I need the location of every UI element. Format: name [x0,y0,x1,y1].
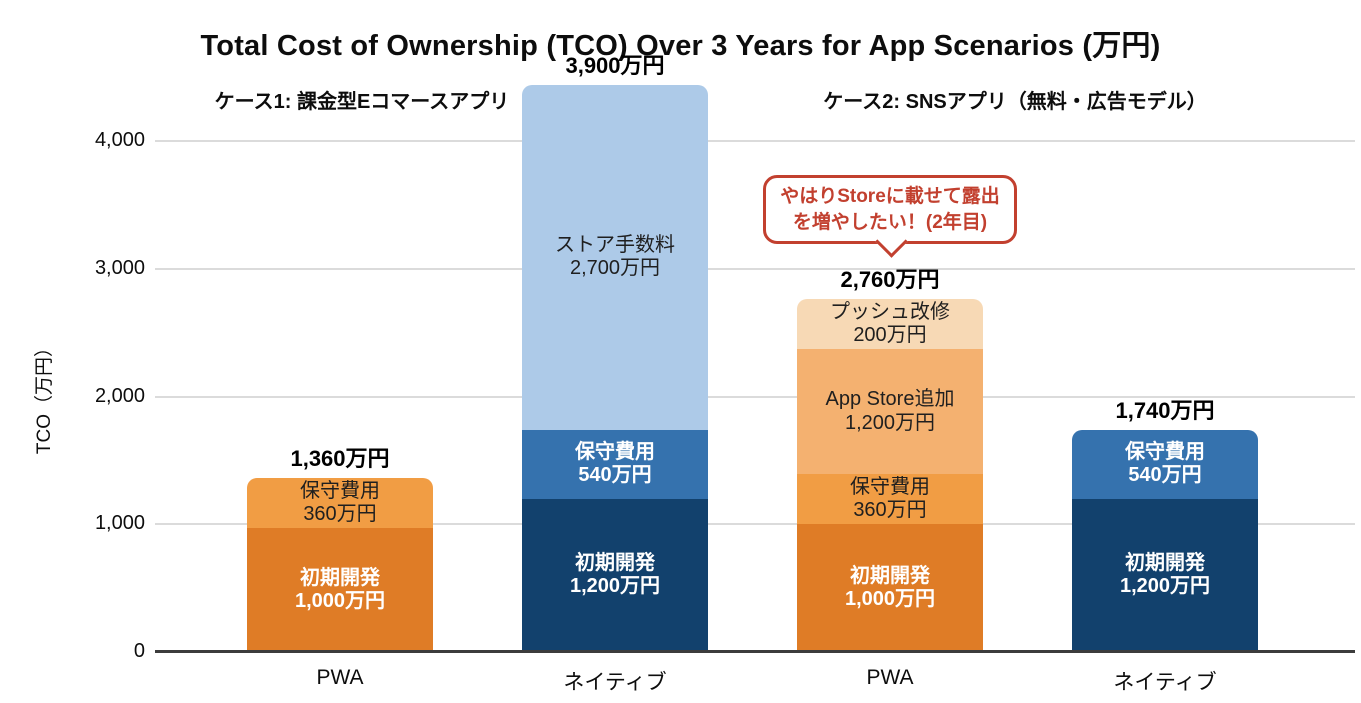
bar-segment-label: 保守費用 540万円 [575,441,655,488]
gridline [155,267,1355,270]
segment-name: 初期開発 [575,551,655,574]
segment-value: 1,200万円 [1119,575,1211,598]
segment-value: 540万円 [578,464,652,487]
bar-segment: 保守費用 360万円 [797,474,983,525]
bar-total-label: 3,900万円 [565,52,665,78]
bar-segment: 初期開発 1,000万円 [797,524,983,652]
bar-segment-label: 保守費用 360万円 [850,476,930,523]
y-tick-label: 4,000 [94,129,145,151]
bar-segment-label: App Store追加 1,200万円 [826,388,955,435]
gridline [155,140,1355,142]
bar-total-label: 1,740万円 [1115,397,1215,423]
bar-segment: 初期開発 1,200万円 [1072,498,1258,652]
segment-value: 2,700万円 [569,257,661,280]
segment-name: プッシュ改修 [830,300,950,323]
bar-segment: App Store追加 1,200万円 [797,349,983,475]
segment-name: 保守費用 [575,440,655,463]
segment-name: 保守費用 [1125,440,1205,463]
bar-segment-label: ストア手数料 2,700万円 [555,234,675,281]
bar-segment: ストア手数料 2,700万円 [522,84,708,430]
bar-segment-label: 初期開発 1,000万円 [295,567,385,614]
x-tick-label: ネイティブ [1113,671,1217,694]
bar-total-label: 1,360万円 [290,446,390,472]
y-tick-label: 2,000 [94,384,145,407]
segment-value: 360万円 [853,499,927,522]
bar-segment: 保守費用 540万円 [522,429,708,499]
annotation-line-2: を増やしたい！(2年目) [792,211,988,233]
bar-segment: 保守費用 540万円 [1072,429,1258,499]
bar-segment-label: 初期開発 1,200万円 [1120,552,1210,599]
gridline [155,523,1355,526]
segment-name: App Store追加 [825,388,955,411]
segment-name: 初期開発 [850,564,930,587]
y-tick-label: 3,000 [94,256,145,279]
plot-area: 初期開発 1,000万円 保守費用 360万円 1,360万円 初期開発 1,200万円 保守… [155,53,1355,653]
y-tick-label: 0 [133,640,145,662]
segment-value: 360万円 [303,503,377,526]
x-axis-line [155,650,1355,653]
bar-segment: 初期開発 1,200万円 [522,498,708,652]
bar-segment: 初期開発 1,000万円 [247,528,433,652]
bar-segment-label: 保守費用 540万円 [1125,441,1205,488]
bar-segment: 保守費用 360万円 [247,478,433,529]
segment-name: ストア手数料 [555,233,675,256]
y-tick-label: 1,000 [94,512,145,535]
bar-segment: プッシュ改修 200万円 [797,299,983,350]
chart-title: Total Cost of Ownership (TCO) Over 3 Yea… [200,30,1161,62]
bar-segment-label: プッシュ改修 200万円 [830,301,950,348]
segment-value: 1,000万円 [844,588,936,611]
segment-value: 540万円 [1128,464,1202,487]
segment-name: 保守費用 [300,479,380,502]
segment-name: 初期開発 [300,566,380,589]
x-tick-label: ネイティブ [563,671,667,694]
segment-name: 保守費用 [850,475,930,498]
gridline [155,395,1355,398]
segment-name: 初期開発 [1125,551,1205,574]
annotation-line-1: やはりStoreに載せて露出 [780,186,1000,207]
speech-bubble-annotation: やはりStoreに載せて露出 を増やしたい！(2年目) [763,175,1017,245]
segment-value: 1,200万円 [569,575,661,598]
segment-value: 1,000万円 [294,590,386,613]
bar-segment-label: 初期開発 1,200万円 [570,552,660,599]
segment-value: 200万円 [853,324,927,347]
segment-value: 1,200万円 [844,411,936,434]
x-tick-label: PWA [316,666,364,689]
bar-segment-label: 初期開発 1,000万円 [845,565,935,612]
x-tick-label: PWA [866,666,914,689]
bar-segment-label: 保守費用 360万円 [300,480,380,527]
bar-total-label: 2,760万円 [840,267,940,293]
case2-header: ケース2: SNSアプリ（無料・広告モデル） [823,91,1207,113]
